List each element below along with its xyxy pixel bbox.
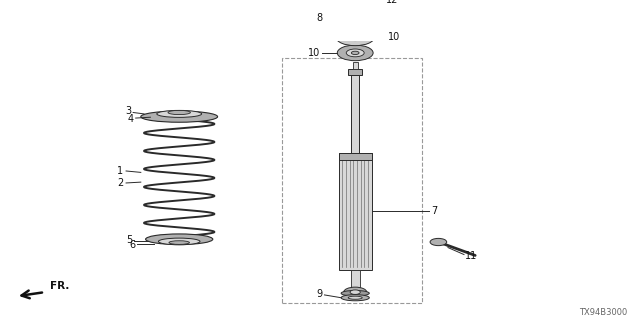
Text: TX94B3000: TX94B3000 — [579, 308, 627, 317]
Text: 5: 5 — [126, 235, 132, 244]
Text: 8: 8 — [316, 13, 323, 23]
Ellipse shape — [146, 234, 212, 244]
Text: 10: 10 — [308, 48, 320, 58]
Text: 3: 3 — [125, 106, 131, 116]
Circle shape — [344, 287, 367, 297]
Polygon shape — [345, 0, 365, 5]
Text: 2: 2 — [117, 178, 124, 188]
Text: FR.: FR. — [50, 281, 69, 291]
Ellipse shape — [169, 241, 189, 244]
Ellipse shape — [348, 296, 362, 299]
Ellipse shape — [342, 15, 369, 21]
FancyBboxPatch shape — [339, 153, 372, 160]
FancyBboxPatch shape — [351, 75, 359, 153]
Circle shape — [348, 34, 363, 41]
Ellipse shape — [141, 111, 218, 122]
Text: 9: 9 — [316, 289, 323, 300]
Circle shape — [430, 238, 447, 246]
Ellipse shape — [159, 238, 200, 245]
Circle shape — [346, 49, 364, 57]
Circle shape — [336, 29, 374, 46]
FancyBboxPatch shape — [339, 153, 372, 270]
Text: 12: 12 — [386, 0, 398, 5]
Ellipse shape — [341, 295, 369, 301]
Text: 11: 11 — [465, 251, 477, 261]
Circle shape — [350, 290, 360, 294]
Text: 7: 7 — [431, 206, 438, 216]
Circle shape — [337, 45, 373, 61]
Ellipse shape — [341, 291, 369, 296]
FancyBboxPatch shape — [353, 62, 358, 69]
FancyBboxPatch shape — [348, 69, 362, 75]
Ellipse shape — [157, 110, 202, 117]
Text: 1: 1 — [117, 166, 124, 176]
Text: 10: 10 — [388, 32, 400, 42]
Circle shape — [349, 16, 361, 21]
Text: 6: 6 — [129, 240, 135, 250]
Ellipse shape — [168, 110, 191, 115]
Text: 4: 4 — [127, 114, 134, 124]
Bar — [282, 58, 422, 303]
FancyBboxPatch shape — [351, 270, 360, 292]
Circle shape — [351, 51, 359, 54]
